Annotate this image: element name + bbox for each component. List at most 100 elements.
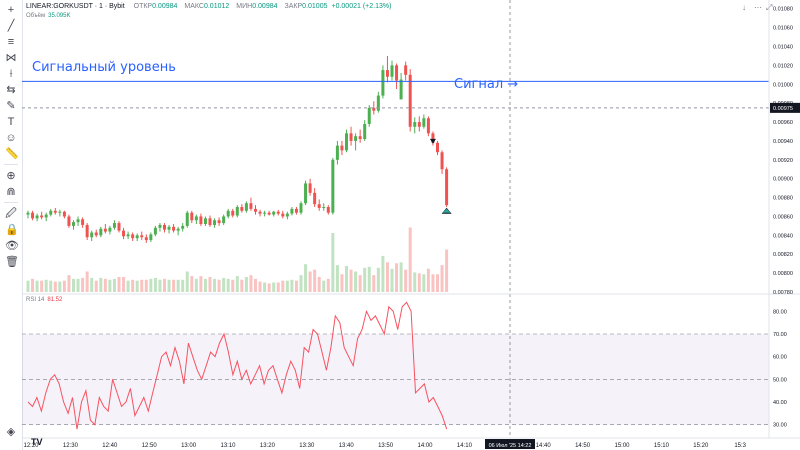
volume-bar <box>404 269 408 292</box>
candle-body <box>445 169 449 206</box>
volume-bar <box>290 279 294 292</box>
rsi-legend[interactable]: RSI 14 81.52 <box>26 297 62 303</box>
candle-body <box>67 216 71 226</box>
volume-bar <box>76 278 80 292</box>
ruler-icon[interactable]: 📏 <box>5 148 19 160</box>
layers-icon[interactable]: ◈ <box>6 426 16 438</box>
candle-body <box>181 225 185 229</box>
candle-body <box>322 207 326 209</box>
volume-bar <box>99 277 103 292</box>
candle-body <box>436 142 439 153</box>
horizontal-lines-icon[interactable]: ≡ <box>7 36 15 48</box>
candle-body <box>213 220 217 225</box>
symbol-title[interactable]: LINEAR:GORKUSDT · 1 · Bybit <box>26 3 125 10</box>
eye-icon[interactable]: 👁 <box>5 240 19 252</box>
volume-bars <box>26 227 449 292</box>
ohlc-item: +0.00021 (+2.13%) <box>331 3 392 10</box>
candle-body <box>144 237 148 241</box>
candle-body <box>58 211 62 213</box>
lock-icon[interactable]: 🔒 <box>5 224 19 236</box>
time-tick: 13:30 <box>299 443 315 449</box>
volume-bar <box>335 265 339 292</box>
volume-bar <box>299 275 303 292</box>
volume-bar <box>81 277 85 292</box>
volume-bar <box>367 266 371 292</box>
candle-body <box>358 136 362 140</box>
volume-bar <box>163 278 166 292</box>
crosshair-icon[interactable]: + <box>7 4 15 16</box>
trash-icon[interactable]: 🗑 <box>5 256 19 268</box>
volume-bar <box>426 268 430 292</box>
more-icon[interactable]: ⋯ <box>754 3 762 12</box>
rsi-label: RSI 14 <box>26 297 45 303</box>
buy-marker-fill <box>442 208 451 213</box>
volume-bar <box>240 279 244 292</box>
volume-bar <box>167 279 171 292</box>
zoom-icon[interactable]: ⊕ <box>6 170 16 182</box>
volume-bar <box>140 279 144 292</box>
volume-bar <box>417 273 421 292</box>
arrow-down-icon[interactable]: ↓ <box>742 3 746 12</box>
volume-bar <box>267 283 271 292</box>
candle-body <box>31 212 35 219</box>
ohlc-item: ОТКР0.00984 <box>133 3 178 10</box>
pitchfork-icon[interactable]: ⋈ <box>5 52 17 64</box>
volume-legend[interactable]: Объём 35.095K <box>26 13 70 19</box>
lock-drawing-icon[interactable]: 🖉 <box>5 208 17 220</box>
candle-body <box>126 234 130 237</box>
volume-bar <box>199 276 203 292</box>
volume-bar <box>222 277 226 292</box>
chart-area[interactable]: 0.01080 0.01060 0.01040 0.01020 0.01000 0.009… <box>22 0 800 450</box>
candle-body <box>363 123 367 140</box>
candles <box>26 55 449 243</box>
fib-icon[interactable]: ⟊ <box>9 68 13 80</box>
volume-bar <box>126 280 130 292</box>
text-icon[interactable]: T <box>7 116 15 128</box>
maximize-icon[interactable]: ⤢ <box>766 3 773 12</box>
volume-bar <box>244 277 248 292</box>
volume-bar <box>313 269 317 292</box>
volume-bar <box>35 280 39 292</box>
volume-bar <box>185 271 189 292</box>
toolbar-separator <box>4 202 18 203</box>
candle-body <box>299 203 303 213</box>
candle-body <box>354 136 358 141</box>
candle-body <box>103 228 107 232</box>
volume-bar <box>281 280 285 292</box>
candle-body <box>290 208 294 214</box>
drawing-toolbar: + ╱ ≡ ⋈ ⟊ ⇆ ✎ T ☺ 📏 ⊕ ⋒ 🖉 🔒 👁 🗑 ◈ <box>0 0 23 450</box>
emoji-icon[interactable]: ☺ <box>5 132 17 144</box>
candle-body <box>76 219 80 223</box>
magnet-icon[interactable]: ⋒ <box>6 186 16 198</box>
candle-body <box>240 207 244 211</box>
candle-body <box>390 65 394 77</box>
volume-bar <box>85 271 89 292</box>
volume-bar <box>158 279 162 292</box>
volume-bar <box>308 271 312 292</box>
time-tick: 13:50 <box>378 443 394 449</box>
volume-bar <box>304 264 308 292</box>
candle-body <box>222 216 226 224</box>
candle-body <box>340 145 344 151</box>
volume-bar <box>103 278 107 292</box>
measure-icon[interactable]: ⇆ <box>6 84 16 96</box>
volume-bar <box>135 280 139 292</box>
candle-body <box>153 227 157 235</box>
volume-bar <box>322 280 326 292</box>
volume-bar <box>345 266 348 292</box>
volume-bar <box>117 277 121 292</box>
volume-bar <box>445 249 449 292</box>
candle-body <box>131 234 135 239</box>
price-tick: 0.01060 <box>773 26 793 32</box>
trend-line-icon[interactable]: ╱ <box>7 20 15 32</box>
volume-bar <box>231 279 235 292</box>
volume-bar <box>249 275 253 292</box>
volume-bar <box>263 282 267 292</box>
brush-icon[interactable]: ✎ <box>6 100 16 112</box>
price-tick: 0.00860 <box>773 214 793 220</box>
candle-body <box>399 79 403 100</box>
candle-body <box>267 212 271 215</box>
candle-body <box>122 230 126 237</box>
price-tick: 0.01040 <box>773 44 793 50</box>
volume-bar <box>436 274 439 292</box>
